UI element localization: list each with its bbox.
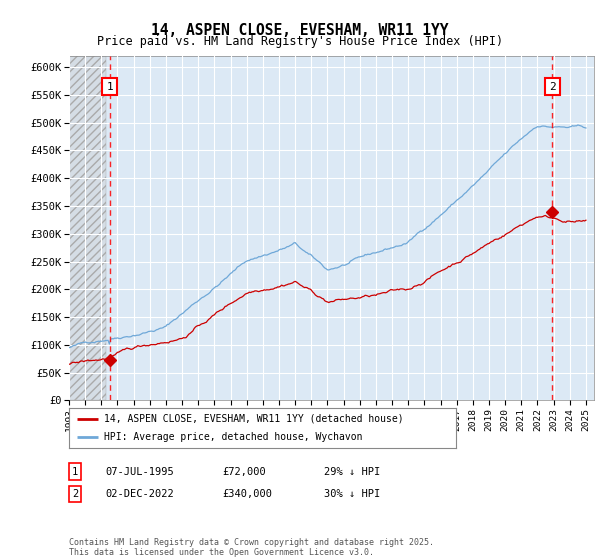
Text: 14, ASPEN CLOSE, EVESHAM, WR11 1YY: 14, ASPEN CLOSE, EVESHAM, WR11 1YY: [151, 24, 449, 38]
Bar: [69, 56, 106, 400]
Text: 30% ↓ HPI: 30% ↓ HPI: [324, 489, 380, 499]
Text: £340,000: £340,000: [222, 489, 272, 499]
Text: 14, ASPEN CLOSE, EVESHAM, WR11 1YY (detached house): 14, ASPEN CLOSE, EVESHAM, WR11 1YY (deta…: [104, 414, 403, 423]
Text: 02-DEC-2022: 02-DEC-2022: [105, 489, 174, 499]
Text: 2: 2: [72, 489, 78, 499]
Text: 07-JUL-1995: 07-JUL-1995: [105, 466, 174, 477]
Text: 29% ↓ HPI: 29% ↓ HPI: [324, 466, 380, 477]
Text: 2: 2: [549, 82, 556, 91]
Text: Price paid vs. HM Land Registry's House Price Index (HPI): Price paid vs. HM Land Registry's House …: [97, 35, 503, 49]
Text: Contains HM Land Registry data © Crown copyright and database right 2025.
This d: Contains HM Land Registry data © Crown c…: [69, 538, 434, 557]
Text: HPI: Average price, detached house, Wychavon: HPI: Average price, detached house, Wych…: [104, 432, 362, 442]
Text: £72,000: £72,000: [222, 466, 266, 477]
Text: 1: 1: [106, 82, 113, 91]
Bar: [69, 56, 106, 400]
Text: 1: 1: [72, 466, 78, 477]
